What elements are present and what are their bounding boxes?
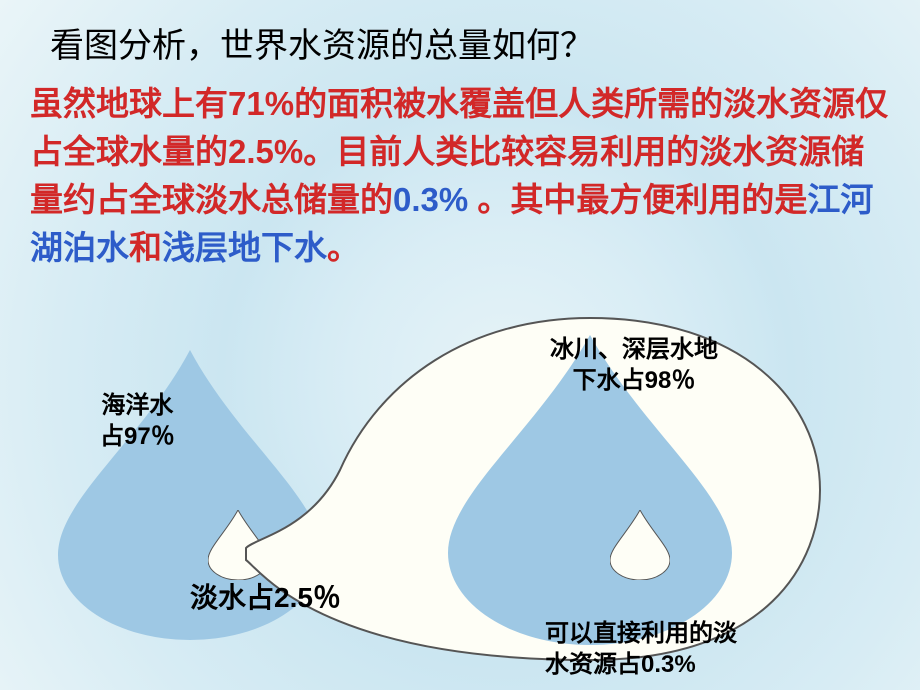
left-drop-label-l2: 占97％	[100, 421, 175, 452]
right-drop-label-l1: 冰川、深层水地	[550, 334, 718, 365]
right-sub-drop	[610, 510, 670, 580]
left-sub-label: 淡水占2.5％	[190, 576, 341, 616]
left-drop-label-l1: 海洋水	[100, 390, 175, 421]
right-drop-label: 冰川、深层水地 下水占98％	[550, 334, 718, 396]
right-sub-label-l1: 可以直接利用的淡	[545, 618, 737, 649]
slide-stage: 看图分析，世界水资源的总量如何？ 虽然地球上有71%的面积被水覆盖但人类所需的淡…	[0, 0, 920, 690]
right-sub-label-l2: 水资源占0.3%	[545, 649, 737, 680]
right-drop-label-l2: 下水占98％	[550, 365, 718, 396]
right-sub-label: 可以直接利用的淡 水资源占0.3%	[545, 618, 737, 680]
left-drop-label: 海洋水 占97％	[100, 390, 175, 452]
